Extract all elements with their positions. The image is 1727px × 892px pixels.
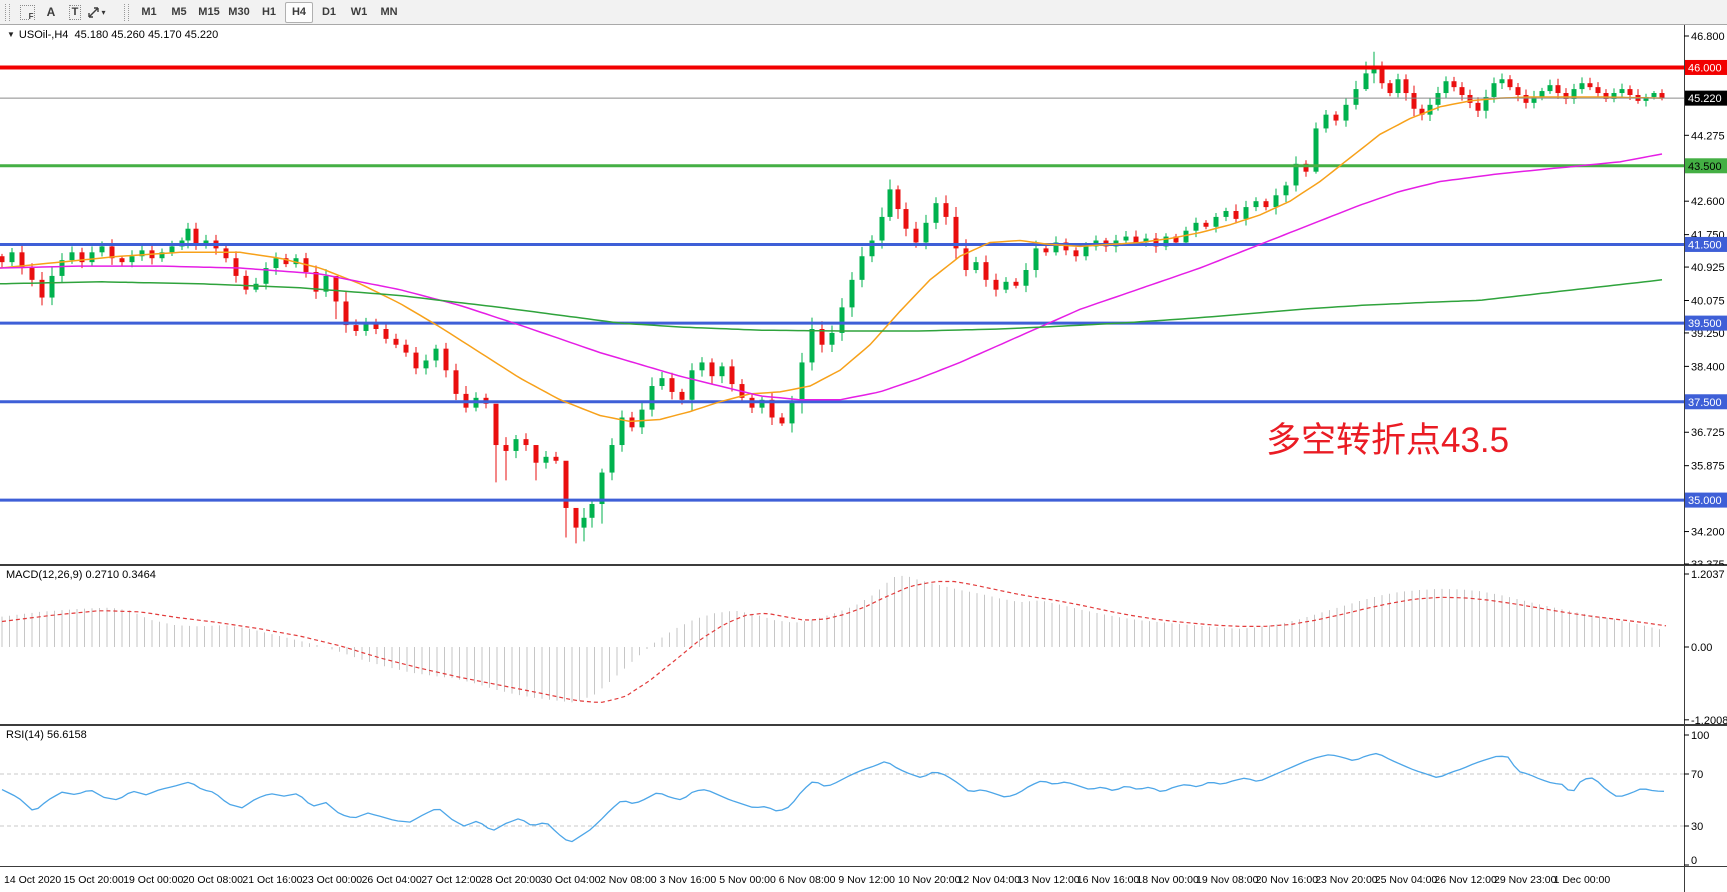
svg-text:10 Nov 20:00: 10 Nov 20:00 xyxy=(898,874,961,886)
svg-text:25 Nov 04:00: 25 Nov 04:00 xyxy=(1375,874,1438,886)
svg-text:38.400: 38.400 xyxy=(1691,361,1725,373)
svg-text:36.725: 36.725 xyxy=(1691,427,1725,439)
svg-text:20 Oct 08:00: 20 Oct 08:00 xyxy=(183,874,243,886)
svg-text:3 Nov 16:00: 3 Nov 16:00 xyxy=(660,874,717,886)
main-chart-canvas[interactable]: 46.80044.27542.60041.75040.92540.07539.2… xyxy=(0,25,1727,565)
svg-text:9 Nov 12:00: 9 Nov 12:00 xyxy=(838,874,895,886)
timeframe-button-m1[interactable]: M1 xyxy=(141,5,157,18)
macd-histogram xyxy=(1,575,1660,703)
timeframe-button-m15[interactable]: M15 xyxy=(198,5,220,18)
svg-text:15 Oct 20:00: 15 Oct 20:00 xyxy=(64,874,124,886)
svg-text:29 Nov 23:00: 29 Nov 23:00 xyxy=(1494,874,1557,886)
svg-text:45.220: 45.220 xyxy=(1688,93,1722,105)
svg-text:0: 0 xyxy=(1691,855,1697,866)
timeframe-button-m5[interactable]: M5 xyxy=(171,5,187,18)
svg-text:42.600: 42.600 xyxy=(1691,196,1725,208)
textbox-t-icon[interactable]: T xyxy=(63,2,87,23)
svg-text:26 Oct 04:00: 26 Oct 04:00 xyxy=(362,874,422,886)
toolbar-icon-group: F A T ▾ xyxy=(15,2,119,23)
svg-text:0.00: 0.00 xyxy=(1691,642,1712,654)
chevron-down-icon[interactable]: ▼ xyxy=(7,30,15,39)
time-axis[interactable]: 14 Oct 2020 15 Oct 20:00 19 Oct 00:00 20 Oc… xyxy=(0,866,1727,892)
price-axis[interactable]: 46.80044.27542.60041.75040.92540.07539.2… xyxy=(0,25,1727,565)
svg-text:27 Oct 12:00: 27 Oct 12:00 xyxy=(421,874,481,886)
timeframe-button-d1[interactable]: D1 xyxy=(321,5,337,18)
ma-fast-orange-line[interactable] xyxy=(0,96,1663,423)
svg-text:23 Oct 00:00: 23 Oct 00:00 xyxy=(302,874,362,886)
ma-medium-magenta-line[interactable] xyxy=(0,153,1663,401)
svg-text:6 Nov 08:00: 6 Nov 08:00 xyxy=(779,874,836,886)
rsi-line xyxy=(1,752,1665,843)
svg-text:19 Oct 00:00: 19 Oct 00:00 xyxy=(123,874,183,886)
rsi-panel-canvas[interactable]: 100 70 30 0 xyxy=(0,725,1727,866)
svg-text:41.500: 41.500 xyxy=(1688,239,1722,251)
rsi-levels xyxy=(0,773,1684,827)
svg-text:46.000: 46.000 xyxy=(1688,62,1722,74)
chart-annotation-text[interactable]: 多空转折点43.5 xyxy=(1266,421,1510,460)
timeframe-button-m30[interactable]: M30 xyxy=(228,5,250,18)
svg-text:1.2037: 1.2037 xyxy=(1691,569,1725,581)
timeframe-button-mn[interactable]: MN xyxy=(380,5,398,18)
svg-text:-1.2008: -1.2008 xyxy=(1691,715,1727,725)
formula-grid-icon[interactable]: F xyxy=(15,2,39,23)
svg-text:13 Nov 12:00: 13 Nov 12:00 xyxy=(1017,874,1080,886)
macd-panel-canvas[interactable]: 1.2037 0.00 -1.2008 xyxy=(0,565,1727,725)
svg-text:100: 100 xyxy=(1691,730,1709,742)
svg-text:20 Nov 16:00: 20 Nov 16:00 xyxy=(1256,874,1319,886)
macd-signal-line xyxy=(1,580,1667,703)
macd-indicator-label: MACD(12,26,9) 0.2710 0.3464 xyxy=(6,569,156,581)
symbol-title: ▼ USOil-,H4 45.180 45.260 45.170 45.220 xyxy=(7,29,218,41)
svg-text:26 Nov 12:00: 26 Nov 12:00 xyxy=(1434,874,1497,886)
svg-text:30: 30 xyxy=(1691,821,1703,833)
svg-text:19 Nov 08:00: 19 Nov 08:00 xyxy=(1196,874,1259,886)
timeframe-button-group: M1 M5 M15 M30 H1 H4 D1 W1 MN xyxy=(134,1,404,23)
rsi-indicator-label: RSI(14) 56.6158 xyxy=(6,729,87,741)
svg-text:39.250: 39.250 xyxy=(1691,328,1725,340)
svg-text:40.925: 40.925 xyxy=(1691,262,1725,274)
svg-text:1 Dec 00:00: 1 Dec 00:00 xyxy=(1554,874,1611,886)
svg-text:5 Nov 00:00: 5 Nov 00:00 xyxy=(719,874,776,886)
svg-text:12 Nov 04:00: 12 Nov 04:00 xyxy=(958,874,1021,886)
toolbar-grip2[interactable] xyxy=(124,3,129,21)
main-plot-area[interactable] xyxy=(0,51,1684,544)
svg-text:34.200: 34.200 xyxy=(1691,527,1725,539)
svg-text:44.275: 44.275 xyxy=(1691,130,1725,142)
symbol-title-text: USOil-,H4 45.180 45.260 45.170 45.220 xyxy=(18,29,219,41)
svg-text:37.500: 37.500 xyxy=(1688,397,1722,409)
svg-text:16 Nov 16:00: 16 Nov 16:00 xyxy=(1077,874,1140,886)
svg-text:35.875: 35.875 xyxy=(1691,461,1725,473)
svg-text:28 Oct 20:00: 28 Oct 20:00 xyxy=(481,874,541,886)
ma-slow-green-line[interactable] xyxy=(0,279,1663,332)
svg-text:40.075: 40.075 xyxy=(1691,295,1725,307)
svg-text:33.375: 33.375 xyxy=(1691,559,1725,565)
time-axis-labels: 14 Oct 2020 15 Oct 20:00 19 Oct 00:00 20 Oc… xyxy=(4,874,1610,886)
svg-text:70: 70 xyxy=(1691,769,1703,781)
toolbar: F A T ▾ M1 M5 M15 M30 H1 H4 D1 W1 MN xyxy=(0,0,1727,25)
label-a-icon[interactable]: A xyxy=(46,5,56,19)
svg-text:43.500: 43.500 xyxy=(1688,161,1722,173)
svg-text:21 Oct 16:00: 21 Oct 16:00 xyxy=(242,874,302,886)
drawing-arrows-icon[interactable]: ▾ xyxy=(87,2,119,23)
timeframe-button-h4[interactable]: H4 xyxy=(285,1,313,23)
svg-text:39.500: 39.500 xyxy=(1688,318,1722,330)
toolbar-grip[interactable] xyxy=(5,3,10,21)
svg-text:18 Nov 00:00: 18 Nov 00:00 xyxy=(1136,874,1199,886)
timeframe-button-w1[interactable]: W1 xyxy=(350,5,368,18)
svg-text:30 Oct 04:00: 30 Oct 04:00 xyxy=(540,874,600,886)
svg-text:23 Nov 20:00: 23 Nov 20:00 xyxy=(1315,874,1378,886)
svg-text:35.000: 35.000 xyxy=(1688,495,1722,507)
timeframe-button-h1[interactable]: H1 xyxy=(261,5,277,18)
svg-text:2 Nov 08:00: 2 Nov 08:00 xyxy=(600,874,657,886)
svg-text:46.800: 46.800 xyxy=(1691,31,1725,43)
svg-text:14 Oct 2020: 14 Oct 2020 xyxy=(4,874,61,886)
